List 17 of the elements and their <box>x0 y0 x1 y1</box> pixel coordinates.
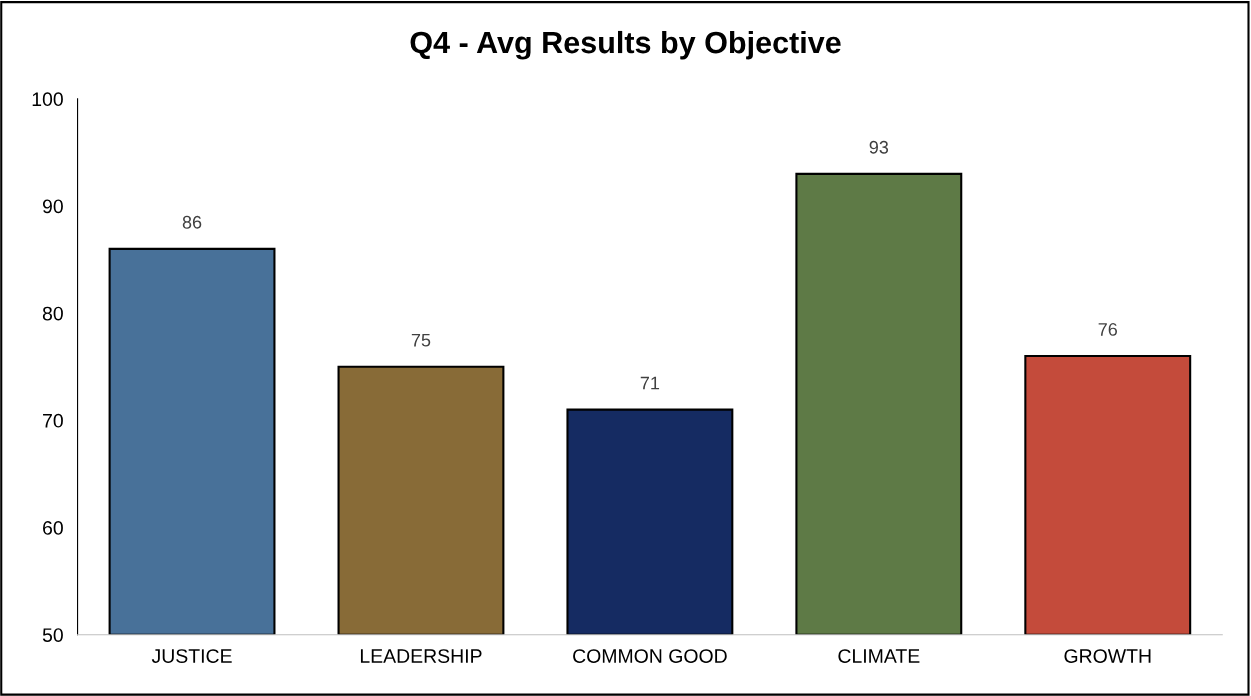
data-label: 93 <box>869 140 889 154</box>
data-label: 86 <box>182 215 202 229</box>
data-label: 75 <box>411 333 431 347</box>
y-tick-label: 100 <box>32 92 63 107</box>
y-tick-label: 70 <box>43 413 63 428</box>
data-label: 71 <box>640 376 660 390</box>
y-tick-label: 50 <box>42 628 63 642</box>
chart-title: Q4 - Avg Results by Objective <box>410 30 841 60</box>
x-tick-label: LEADERSHIP <box>360 649 482 663</box>
y-tick-label: 80 <box>42 306 63 321</box>
data-label: 76 <box>1098 323 1118 336</box>
y-tick-label: 90 <box>42 199 63 214</box>
x-tick-label: CLIMATE <box>838 649 920 663</box>
y-tick-label: 60 <box>43 521 63 535</box>
x-tick-label: COMMON GOOD <box>573 649 727 663</box>
x-tick-label: JUSTICE <box>151 649 232 663</box>
x-tick-label: GROWTH <box>1064 649 1151 663</box>
